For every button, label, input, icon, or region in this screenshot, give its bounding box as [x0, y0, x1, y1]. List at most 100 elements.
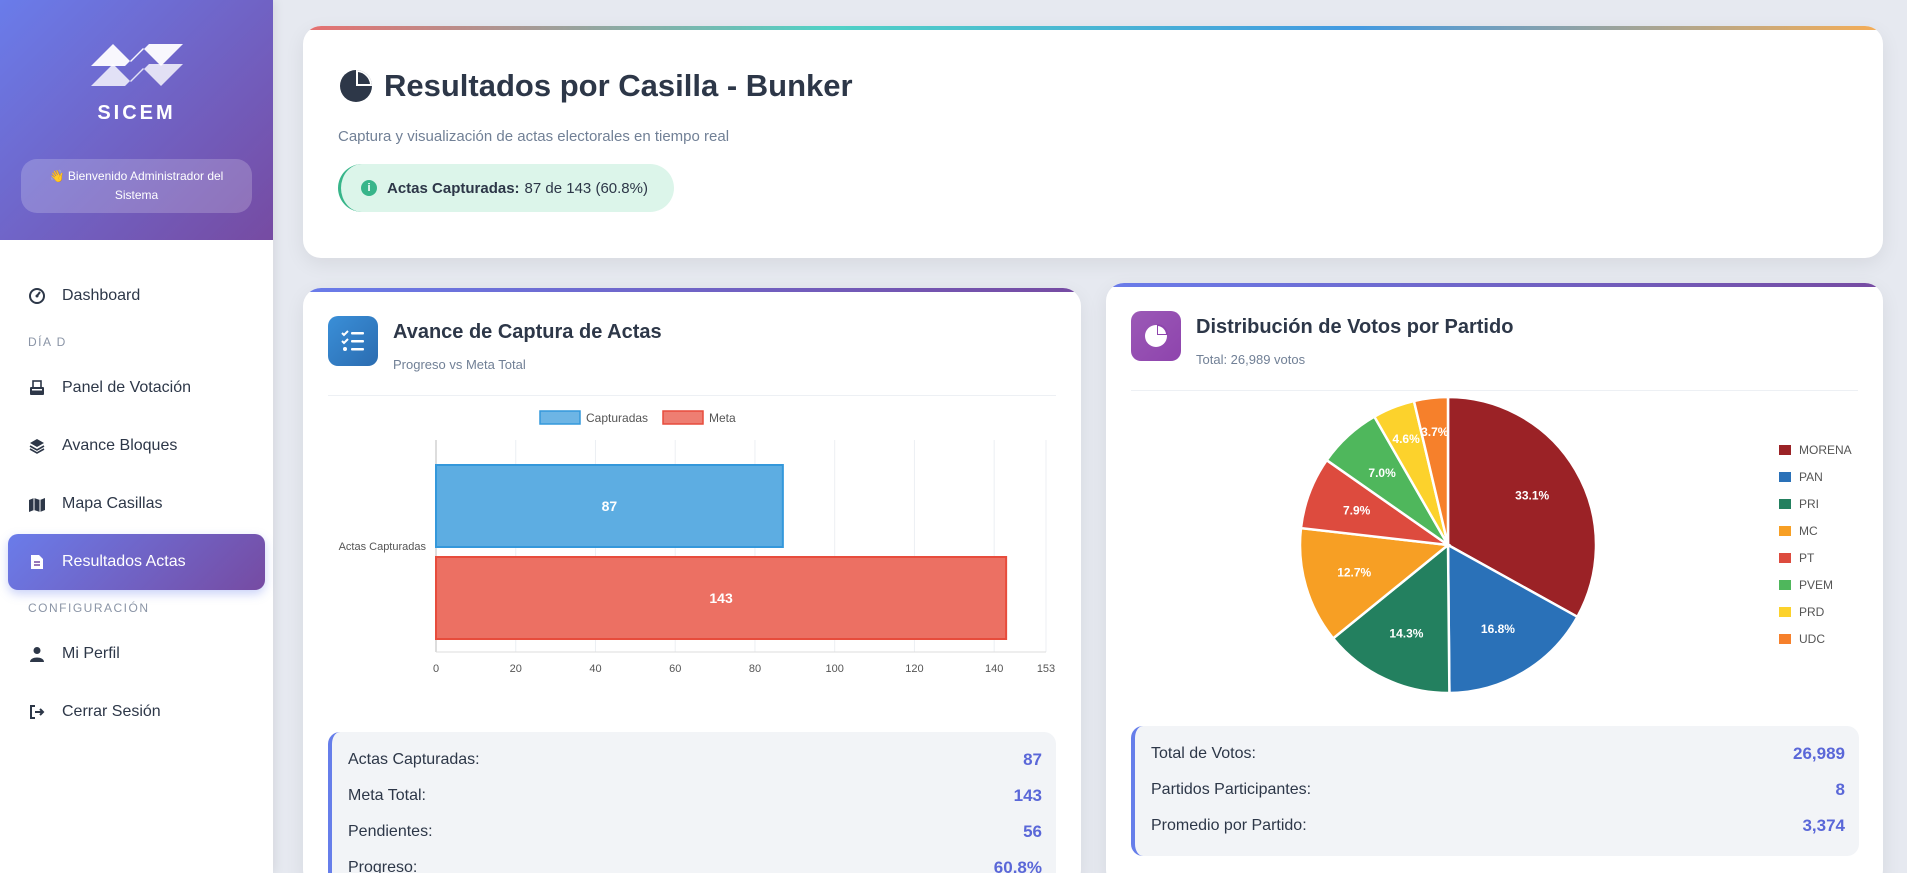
- legend-label: PVEM: [1799, 578, 1833, 592]
- stat-row: Meta Total: 143: [348, 778, 1042, 814]
- progress-card: Avance de Captura de Actas Progreso vs M…: [303, 288, 1081, 873]
- sidebar-item-avance-bloques[interactable]: Avance Bloques: [8, 418, 265, 474]
- chart-pie-icon: [1131, 311, 1181, 361]
- gauge-icon: [28, 287, 46, 305]
- votes-pie-chart: 33.1% 16.8% 14.3% 12.7% 7.9% 7.0% 4.6%3.7% MORE…: [1298, 395, 1852, 695]
- legend-label: Capturadas: [586, 411, 648, 425]
- logout-icon: [28, 703, 46, 721]
- legend-label: MC: [1799, 524, 1818, 538]
- sidebar-item-label: Dashboard: [62, 287, 141, 304]
- stat-label: Promedio por Partido:: [1151, 817, 1307, 834]
- stat-value: 26,989: [1793, 744, 1845, 763]
- sidebar-item-panel-votacion[interactable]: Panel de Votación: [8, 360, 265, 416]
- sidebar-item-label: Mapa Casillas: [62, 495, 163, 512]
- bar-value-label: 143: [709, 590, 733, 606]
- pie-value-label: 3.7%: [1421, 425, 1449, 439]
- x-tick-label: 60: [669, 663, 681, 675]
- stat-row: Promedio por Partido: 3,374: [1151, 808, 1845, 844]
- stat-value: 143: [1013, 786, 1042, 805]
- x-tick-label: 140: [985, 663, 1003, 675]
- x-tick-label: 20: [510, 663, 522, 675]
- sidebar-header: SICEM 👋 Bienvenido Administrador del Sis…: [0, 0, 273, 240]
- welcome-badge: 👋 Bienvenido Administrador del Sistema: [21, 159, 252, 213]
- legend-swatch: [1779, 526, 1791, 536]
- stat-label: Meta Total:: [348, 787, 426, 804]
- legend-label: PAN: [1799, 470, 1823, 484]
- legend-swatch: [662, 410, 704, 425]
- sidebar: SICEM 👋 Bienvenido Administrador del Sis…: [0, 0, 273, 873]
- stat-value: 87: [1023, 750, 1042, 769]
- nav-section-configuracion: CONFIGURACIÓN: [28, 601, 150, 615]
- pie-value-label: 7.9%: [1343, 503, 1371, 517]
- legend-swatch: [1779, 607, 1791, 617]
- votes-card: Distribución de Votos por Partido Total:…: [1106, 283, 1883, 873]
- stat-value: 3,374: [1802, 816, 1845, 835]
- vote-box-icon: [28, 379, 46, 397]
- pie-value-label: 33.1%: [1515, 488, 1549, 502]
- pie-value-label: 7.0%: [1368, 466, 1396, 480]
- x-tick-label: 153: [1037, 663, 1055, 675]
- sidebar-item-label: Cerrar Sesión: [62, 703, 161, 720]
- pie-slice-udc: [1412, 395, 1450, 546]
- sidebar-item-label: Panel de Votación: [62, 379, 191, 396]
- sidebar-item-label: Mi Perfil: [62, 645, 120, 662]
- nav-section-dia-d: DÍA D: [28, 335, 67, 349]
- pie-slice-mc: [1298, 526, 1452, 641]
- stat-label: Total de Votos:: [1151, 745, 1256, 762]
- votes-card-subtitle: Total: 26,989 votos: [1196, 352, 1306, 367]
- legend-label: PRD: [1799, 605, 1825, 619]
- page-title-text: Resultados por Casilla - Bunker: [384, 68, 853, 103]
- bar-meta: [435, 556, 1008, 640]
- stat-row: Actas Capturadas: 87: [348, 742, 1042, 778]
- stat-row: Total de Votos: 26,989: [1151, 736, 1845, 772]
- captured-status-badge: i Actas Capturadas: 87 de 143 (60.8%): [338, 164, 674, 212]
- file-icon: [28, 553, 46, 571]
- legend-label: MORENA: [1799, 443, 1852, 457]
- sicem-logo-icon: [90, 44, 183, 86]
- sidebar-item-resultados-actas[interactable]: Resultados Actas: [8, 534, 265, 590]
- legend-swatch: [1779, 499, 1791, 509]
- map-icon: [28, 495, 46, 513]
- x-tick-label: 0: [433, 663, 439, 675]
- sidebar-item-label: Avance Bloques: [62, 437, 178, 454]
- checklist-icon: [328, 316, 378, 366]
- sidebar-nav: Dashboard DÍA D Panel de Votación Avance…: [0, 240, 273, 740]
- bar-capturadas: [435, 464, 784, 548]
- sidebar-item-dashboard[interactable]: Dashboard: [8, 268, 265, 324]
- stat-row: Partidos Participantes: 8: [1151, 772, 1845, 808]
- x-tick-label: 100: [826, 663, 844, 675]
- pie-slice-pan: [1446, 542, 1580, 695]
- stat-value: 8: [1835, 780, 1845, 799]
- layers-icon: [28, 437, 46, 455]
- legend-label: UDC: [1799, 632, 1825, 646]
- x-tick-label: 80: [749, 663, 761, 675]
- stat-label: Partidos Participantes:: [1151, 781, 1312, 798]
- pie-slice-morena: [1446, 395, 1598, 619]
- user-icon: [28, 645, 46, 663]
- page-title: Resultados por Casilla - Bunker: [338, 68, 853, 104]
- legend-label: Meta: [709, 411, 736, 425]
- sidebar-item-mi-perfil[interactable]: Mi Perfil: [8, 626, 265, 682]
- logo-text: SICEM: [97, 102, 176, 124]
- stat-row: Progreso: 60.8%: [348, 850, 1042, 873]
- progress-bar-chart: Capturadas Meta 0 20 40 60 80 100 120 140 153 Actas…: [339, 410, 1055, 675]
- x-tick-label: 40: [589, 663, 601, 675]
- pie-value-label: 14.3%: [1389, 626, 1423, 640]
- pie-value-label: 16.8%: [1481, 622, 1515, 636]
- stat-label: Actas Capturadas:: [348, 751, 480, 768]
- legend-swatch: [1779, 634, 1791, 644]
- stat-label: Pendientes:: [348, 823, 433, 840]
- bar-value-label: 87: [602, 498, 618, 514]
- progress-card-header: Avance de Captura de Actas Progreso vs M…: [328, 316, 1056, 396]
- progress-card-title: Avance de Captura de Actas: [393, 321, 662, 343]
- captured-value: 87 de 143 (60.8%): [524, 179, 648, 197]
- legend-swatch: [539, 410, 581, 425]
- legend-label: PT: [1799, 551, 1815, 565]
- sidebar-item-cerrar-sesion[interactable]: Cerrar Sesión: [8, 684, 265, 740]
- sidebar-item-mapa-casillas[interactable]: Mapa Casillas: [8, 476, 265, 532]
- pie-slice-pri: [1331, 542, 1451, 695]
- legend-swatch: [1779, 445, 1791, 455]
- votes-card-header: Distribución de Votos por Partido Total:…: [1131, 311, 1858, 391]
- legend-swatch: [1779, 472, 1791, 482]
- y-tick-label: Actas Capturadas: [339, 541, 427, 553]
